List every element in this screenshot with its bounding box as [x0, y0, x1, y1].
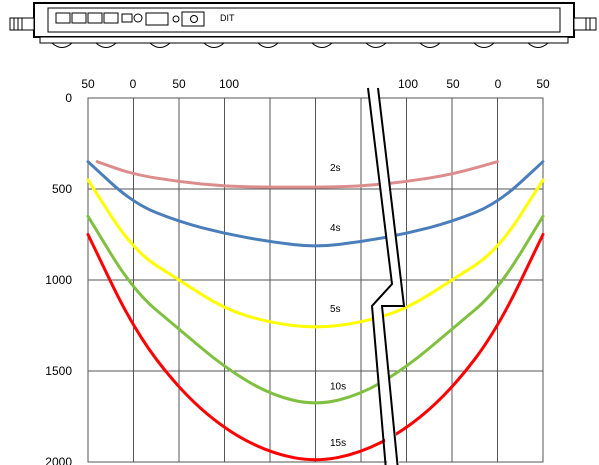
x-tick-label: 0 — [130, 77, 137, 91]
y-tick-label: 2000 — [45, 455, 72, 465]
x-tick-label: 50 — [172, 77, 186, 91]
series-label-5s: 5s — [330, 304, 341, 315]
device-bottom-rail — [39, 36, 569, 44]
led-icon — [172, 15, 180, 23]
y-tick-label: 1000 — [45, 273, 72, 287]
x-tick-label: 50 — [536, 77, 550, 91]
emitter-pins — [51, 42, 549, 48]
series-line-5s — [86, 178, 545, 329]
x-tick-label: 50 — [446, 77, 460, 91]
x-tick-label: 100 — [219, 77, 239, 91]
series-label-4s: 4s — [330, 223, 341, 234]
series-label-2s: 2s — [330, 163, 341, 174]
switch-icon — [121, 13, 133, 23]
series-label-10s: 10s — [330, 382, 346, 393]
series-line-15s — [86, 233, 545, 462]
series-line-2s — [95, 160, 499, 189]
y-tick-label: 500 — [52, 182, 72, 196]
left-end-cap — [9, 17, 35, 31]
right-end-cap — [573, 17, 597, 31]
x-tick-label: 50 — [81, 77, 95, 91]
series-lines — [86, 160, 545, 462]
series-labels: 2s 4s 5s 10s 15s — [330, 163, 346, 449]
axis-break-mark — [367, 87, 406, 465]
device-panel — [47, 7, 561, 33]
y-tick-label: 1500 — [45, 364, 72, 378]
break-fill — [368, 88, 404, 465]
display-window — [145, 12, 169, 26]
button-icon — [133, 13, 143, 23]
series-line-4s — [86, 160, 545, 248]
device-label: DIT — [220, 13, 235, 23]
series-line-10s — [86, 214, 545, 405]
dial-panel — [181, 11, 205, 27]
break-line-left — [367, 87, 394, 465]
x-tick-label: 100 — [398, 77, 418, 91]
connector-ports — [55, 12, 119, 24]
device-illustration: DIT — [9, 2, 597, 48]
series-label-15s: 15s — [330, 438, 346, 449]
y-tick-label: 0 — [65, 91, 72, 105]
x-tick-label: 0 — [495, 77, 502, 91]
break-line-right — [377, 87, 406, 465]
dial-icon — [190, 15, 198, 23]
chart-grid — [87, 97, 544, 463]
